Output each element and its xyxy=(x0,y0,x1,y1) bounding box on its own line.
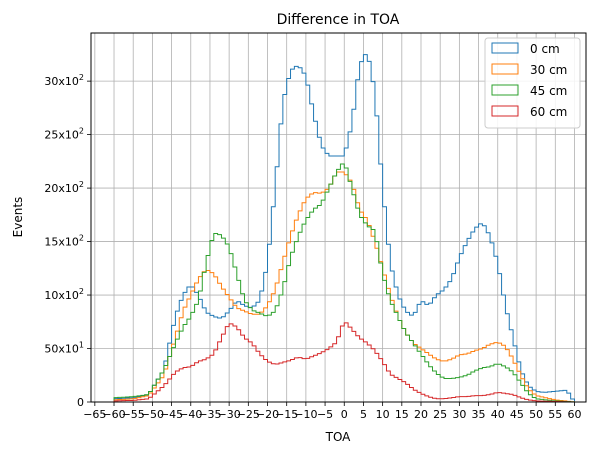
x-tick-label: 35 xyxy=(472,408,486,421)
y-tick-label-exponent: 2 xyxy=(79,127,84,136)
x-tick-label: 60 xyxy=(567,408,581,421)
x-tick-label: −10 xyxy=(294,408,317,421)
x-tick-label: −60 xyxy=(102,408,125,421)
legend-swatch xyxy=(491,63,519,75)
x-tick-label: 45 xyxy=(510,408,524,421)
legend-label: 45 cm xyxy=(530,84,567,98)
y-tick-label-exponent: 1 xyxy=(79,341,84,350)
legend-label: 60 cm xyxy=(530,105,567,119)
series-step-line xyxy=(113,54,575,402)
legend-label: 0 cm xyxy=(530,42,560,56)
x-tick-label: −35 xyxy=(198,408,221,421)
x-tick-label: 25 xyxy=(433,408,447,421)
legend: 0 cm 30 cm 45 cm 60 cm xyxy=(484,37,581,129)
y-tick-label: 15x102 xyxy=(44,234,84,249)
x-tick-label: 10 xyxy=(376,408,390,421)
series-step-line xyxy=(113,163,575,403)
x-tick-label: −20 xyxy=(256,408,279,421)
y-tick-label: 10x102 xyxy=(44,287,84,302)
x-tick-label: 5 xyxy=(360,408,367,421)
plot-frame xyxy=(90,32,587,403)
x-tick-label: −55 xyxy=(122,408,145,421)
x-tick-label: −15 xyxy=(275,408,298,421)
x-tick-label: 50 xyxy=(529,408,543,421)
legend-label: 30 cm xyxy=(530,63,567,77)
y-tick-label-base: 30x10 xyxy=(44,75,79,88)
x-tick-label: −25 xyxy=(237,408,260,421)
x-tick-label: 20 xyxy=(414,408,428,421)
y-tick-label-base: 25x10 xyxy=(44,129,79,142)
y-axis-label: Events xyxy=(11,197,25,238)
y-tick-label-base: 0 xyxy=(77,396,84,409)
y-tick-label: 30x102 xyxy=(44,73,84,88)
x-tick-label: 30 xyxy=(452,408,466,421)
y-tick-label: 0 xyxy=(77,396,84,409)
legend-swatch xyxy=(491,105,519,117)
y-tick-label-exponent: 2 xyxy=(79,287,84,296)
y-tick-label-exponent: 2 xyxy=(79,73,84,82)
legend-swatch xyxy=(491,42,519,54)
x-tick-label: −45 xyxy=(160,408,183,421)
y-tick-label: 50x101 xyxy=(44,341,84,356)
x-tick-label: −50 xyxy=(141,408,164,421)
x-tick-label: −5 xyxy=(317,408,333,421)
x-axis-label: TOA xyxy=(325,430,352,444)
x-tick-label: −65 xyxy=(83,408,106,421)
y-tick-label-base: 15x10 xyxy=(44,236,79,249)
series-step-line xyxy=(113,171,575,403)
series-layer xyxy=(113,54,575,403)
series-step-line xyxy=(113,322,575,403)
y-tick-label-base: 20x10 xyxy=(44,182,79,195)
legend-swatch xyxy=(491,84,519,96)
y-tick-label-base: 10x10 xyxy=(44,289,79,302)
x-tick-label: 0 xyxy=(341,408,348,421)
y-tick-label: 25x102 xyxy=(44,127,84,142)
y-tick-label-exponent: 2 xyxy=(79,180,84,189)
y-tick-label-base: 50x10 xyxy=(44,343,79,356)
x-tick-label: 40 xyxy=(491,408,505,421)
y-tick-label: 20x102 xyxy=(44,180,84,195)
x-tick-label: −40 xyxy=(179,408,202,421)
x-tick-label: 15 xyxy=(395,408,409,421)
chart-title: Difference in TOA xyxy=(277,12,400,28)
x-tick-label: 55 xyxy=(548,408,562,421)
x-tick-label: −30 xyxy=(218,408,241,421)
x-axis: −65−60−55−50−45−40−35−30−25−20−15−10 −5 0 5… xyxy=(83,402,581,421)
y-tick-label-exponent: 2 xyxy=(79,234,84,243)
